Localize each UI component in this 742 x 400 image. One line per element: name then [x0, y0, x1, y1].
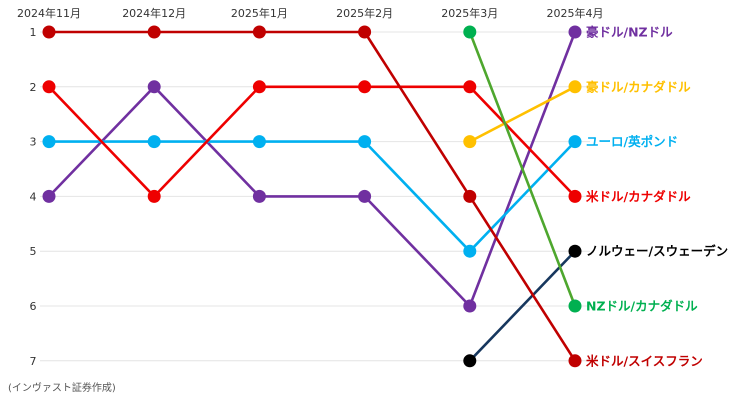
- series-line-segment: [468, 140, 577, 253]
- series-line-segment: [468, 85, 577, 198]
- series-point: [463, 25, 477, 39]
- series-lines: [47, 30, 577, 363]
- y-tick-label: 2: [30, 81, 37, 94]
- series-point: [568, 189, 582, 203]
- series-point: [147, 189, 161, 203]
- series-points: [42, 25, 582, 368]
- x-tick-label: 2025年4月: [547, 6, 604, 20]
- series-point: [568, 25, 582, 39]
- series-point: [568, 299, 582, 313]
- x-tick-label: 2025年3月: [441, 6, 498, 20]
- series-point: [463, 135, 477, 149]
- series-point: [147, 135, 161, 149]
- series-point: [568, 244, 582, 258]
- series-point: [358, 25, 372, 39]
- x-axis-tick-labels: 2024年11月 2024年12月 2025年1月 2025年2月 2025年3月 202…: [17, 6, 604, 20]
- series-point: [147, 80, 161, 94]
- series-point: [463, 189, 477, 203]
- series-end-label: ノルウェー/スウェーデン: [586, 244, 728, 259]
- series-line-segment: [468, 85, 577, 143]
- series-line-segment: [363, 30, 472, 198]
- series-point: [568, 354, 582, 368]
- series-line-segment: [363, 140, 472, 253]
- series-point: [568, 135, 582, 149]
- y-tick-label: 1: [30, 26, 37, 39]
- x-tick-label: 2024年11月: [17, 6, 81, 20]
- series-point: [252, 135, 266, 149]
- series-point: [42, 189, 56, 203]
- series-point: [568, 80, 582, 94]
- series-point: [252, 80, 266, 94]
- series-point: [463, 80, 477, 94]
- series-line-segment: [468, 30, 577, 308]
- series-point: [252, 189, 266, 203]
- series-point: [358, 80, 372, 94]
- x-tick-label: 2025年2月: [336, 6, 393, 20]
- series-end-label: NZドル/カナダドル: [586, 299, 698, 314]
- y-tick-label: 5: [30, 245, 37, 258]
- series-end-labels: 豪ドル/NZドル豪ドル/カナダドルユーロ/英ポンド米ドル/カナダドルノルウェー/…: [585, 25, 728, 369]
- series-line-segment: [363, 195, 472, 308]
- y-tick-label: 4: [30, 190, 37, 203]
- y-tick-label: 3: [30, 136, 37, 149]
- series-end-label: 米ドル/カナダドル: [585, 189, 691, 204]
- series-line-segment: [47, 85, 156, 198]
- series-line-segment: [152, 85, 261, 198]
- series-point: [147, 25, 161, 39]
- series-point: [463, 299, 477, 313]
- series-end-label: 米ドル/スイスフラン: [585, 353, 703, 368]
- series-point: [252, 25, 266, 39]
- series-end-label: ユーロ/英ポンド: [586, 134, 678, 149]
- series-point: [42, 135, 56, 149]
- series-point: [358, 135, 372, 149]
- series-end-label: 豪ドル/カナダドル: [586, 79, 691, 94]
- source-note: (インヴァスト証券作成): [8, 383, 116, 394]
- x-tick-label: 2025年1月: [231, 6, 288, 20]
- series-point: [42, 80, 56, 94]
- x-tick-label: 2024年12月: [122, 6, 186, 20]
- series-point: [358, 189, 372, 203]
- series-end-label: 豪ドル/NZドル: [586, 25, 673, 40]
- series-point: [463, 354, 477, 368]
- series-point: [42, 25, 56, 39]
- series-point: [463, 244, 477, 258]
- series-line-segment: [468, 249, 577, 363]
- y-tick-label: 6: [30, 300, 37, 313]
- y-axis-tick-labels: 1 2 3 4 5 6 7: [30, 26, 37, 368]
- series-line-segment: [468, 195, 577, 363]
- y-tick-label: 7: [30, 355, 37, 368]
